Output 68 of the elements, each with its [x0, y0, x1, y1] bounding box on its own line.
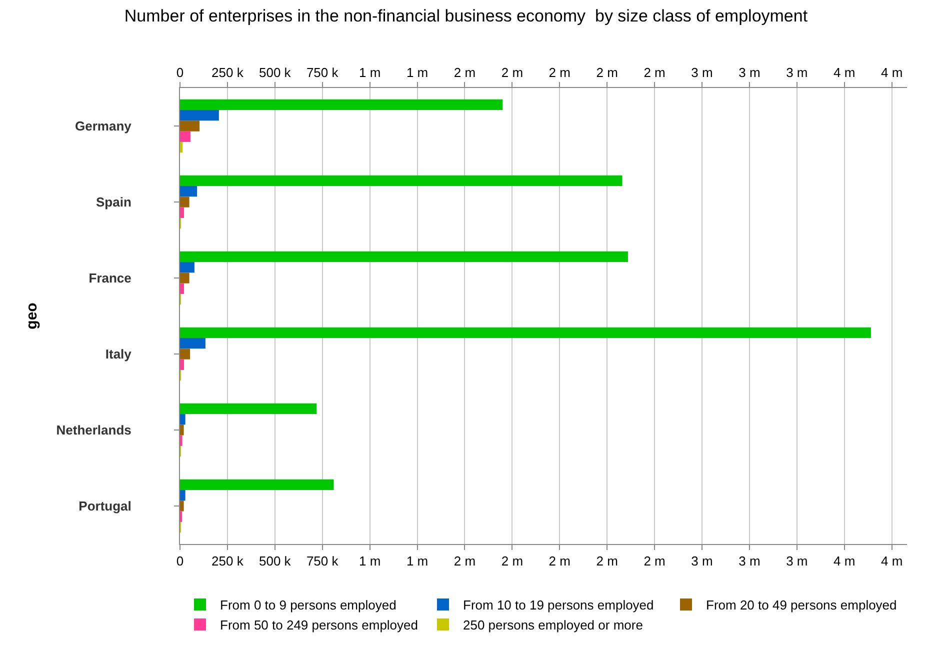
x2-tick-label: 0 — [176, 554, 184, 569]
bar — [180, 272, 190, 284]
bar — [180, 131, 190, 142]
bar — [180, 120, 200, 132]
x2-tick-label: 1 m — [406, 554, 428, 569]
bar — [180, 338, 206, 349]
legend-label: From 0 to 9 persons employed — [220, 598, 396, 613]
bar — [180, 479, 334, 490]
x-tick-label: 4 m — [880, 64, 903, 80]
bar — [180, 207, 184, 218]
legend-label: 250 persons employed or more — [463, 618, 643, 633]
x-tick-label: 500 k — [259, 64, 292, 80]
x-tick-label: 4 m — [834, 64, 856, 80]
bar — [180, 327, 871, 338]
x2-tick-label: 2 m — [501, 554, 524, 569]
x-tick-label: 2 m — [548, 64, 570, 80]
bar — [180, 348, 190, 360]
x-tick-label: 2 m — [596, 64, 618, 80]
bar — [180, 196, 190, 208]
x-tick-label: 1 m — [358, 64, 381, 80]
bar — [180, 414, 186, 425]
bar — [180, 186, 198, 197]
y-tick-label: Netherlands — [56, 422, 132, 438]
bar — [180, 99, 503, 110]
bar — [180, 262, 194, 273]
y-tick-label: Germany — [75, 118, 132, 134]
x-tick-label: 3 m — [738, 64, 760, 80]
x-tick-label: 3 m — [691, 64, 713, 80]
x-tick-label: 0 — [176, 64, 184, 80]
x2-tick-label: 2 m — [596, 554, 618, 569]
y-tick-label: France — [88, 270, 132, 286]
x2-tick-label: 1 m — [358, 554, 381, 569]
x2-tick-label: 250 k — [212, 554, 244, 569]
x2-tick-label: 750 k — [306, 554, 339, 569]
x-tick-label: 1 m — [406, 64, 428, 80]
chart-title: Number of enterprises in the non-financial business economy by size class of employment — [124, 6, 808, 26]
legend-label: From 20 to 49 persons employed — [706, 598, 897, 613]
x-tick-label: 2 m — [501, 64, 524, 80]
bar — [180, 490, 186, 501]
bar — [180, 175, 622, 186]
legend-label: From 50 to 249 persons employed — [220, 618, 418, 633]
x2-tick-label: 2 m — [644, 554, 666, 569]
x2-tick-label: 2 m — [454, 554, 476, 569]
x2-tick-label: 4 m — [834, 554, 856, 569]
x2-tick-label: 3 m — [691, 554, 713, 569]
x2-tick-label: 500 k — [259, 554, 292, 569]
bar — [180, 251, 628, 262]
x-tick-label: 3 m — [786, 64, 808, 80]
x-tick-label: 2 m — [454, 64, 476, 80]
legend-label: From 10 to 19 persons employed — [463, 598, 654, 613]
y-tick-label: Italy — [105, 346, 132, 362]
x2-tick-label: 2 m — [548, 554, 570, 569]
bar — [180, 142, 183, 153]
bar — [180, 500, 184, 512]
y-tick-label: Portugal — [78, 498, 132, 514]
bar — [180, 283, 184, 294]
x2-tick-label: 3 m — [738, 554, 760, 569]
x-tick-label: 750 k — [306, 64, 339, 80]
bar — [180, 110, 219, 121]
x-tick-label: 250 k — [212, 64, 244, 80]
x2-tick-label: 3 m — [786, 554, 808, 569]
bar — [180, 424, 184, 436]
bar — [180, 359, 184, 370]
y-tick-label: Spain — [96, 194, 132, 210]
x-tick-label: 2 m — [644, 64, 666, 80]
y-axis-title: geo — [24, 302, 41, 330]
bar — [180, 403, 317, 414]
x2-tick-label: 4 m — [880, 554, 903, 569]
